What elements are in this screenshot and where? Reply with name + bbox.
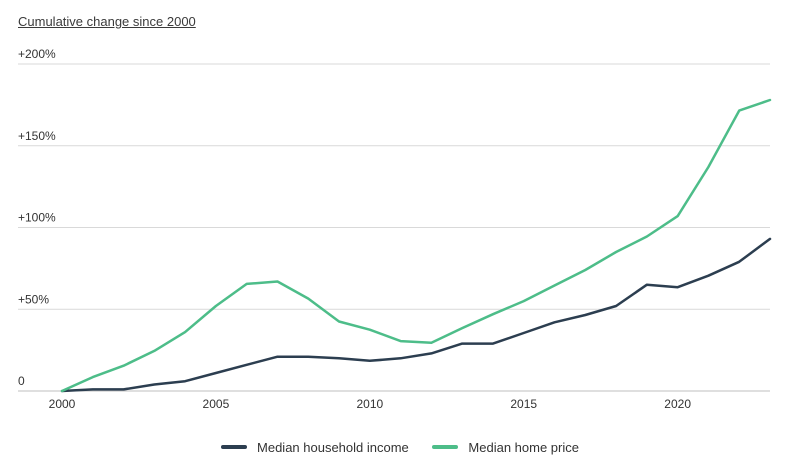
chart-title: Cumulative change since 2000	[18, 14, 196, 29]
legend-label-home-price: Median home price	[468, 439, 579, 455]
y-tick-label: 0	[18, 374, 25, 388]
x-tick-label: 2015	[510, 397, 537, 411]
series-line-home-price	[60, 98, 772, 393]
y-tick-label: +200%	[18, 47, 56, 61]
legend-item-home-price: Median home price	[432, 439, 579, 455]
y-tick-label: +50%	[18, 292, 49, 306]
y-tick-label: +150%	[18, 129, 56, 143]
x-tick-label: 2005	[203, 397, 230, 411]
x-tick-label: 2000	[49, 397, 76, 411]
x-tick-label: 2020	[664, 397, 691, 411]
y-tick-label: +100%	[18, 211, 56, 225]
legend-swatch-income	[221, 445, 248, 450]
legend-label-income: Median household income	[257, 439, 409, 455]
legend-item-income: Median household income	[221, 439, 409, 455]
legend-swatch-home-price	[432, 445, 459, 450]
legend: Median household income Median home pric…	[0, 438, 800, 455]
x-tick-label: 2010	[356, 397, 383, 411]
series-line-income	[60, 237, 772, 393]
